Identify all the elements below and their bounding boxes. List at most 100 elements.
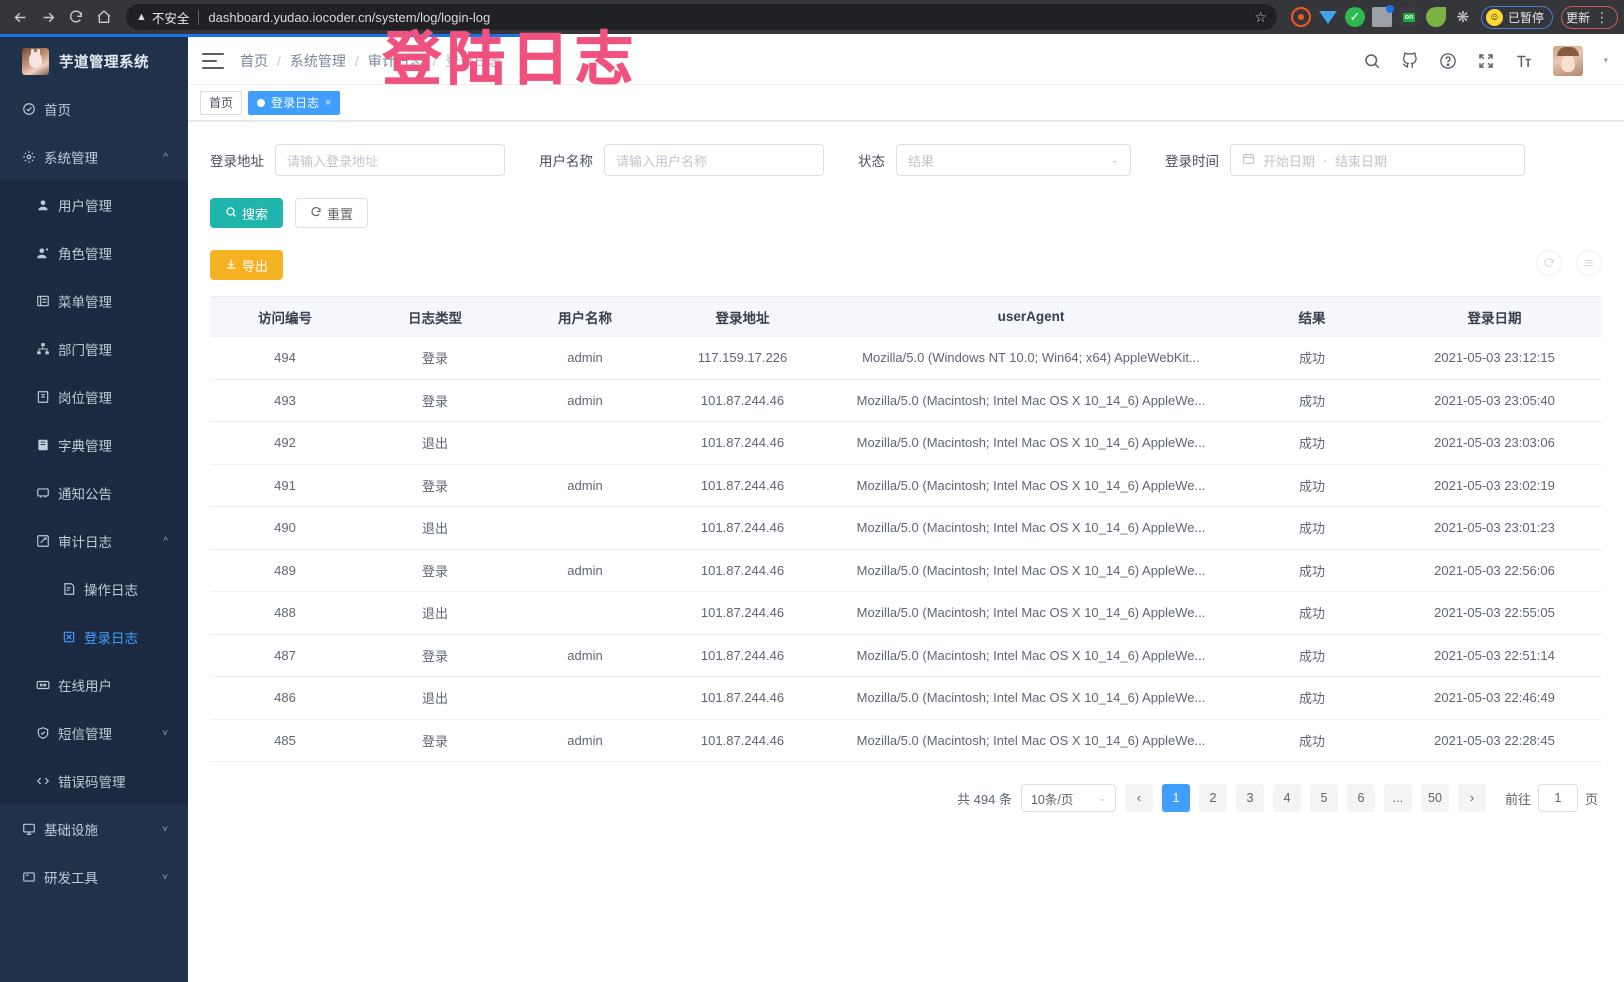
column-header-type[interactable]: 日志类型 [360,296,510,337]
avatar[interactable] [1553,45,1584,76]
pagination-ellipsis[interactable]: ... [1383,784,1412,812]
help-icon[interactable] [1439,52,1457,70]
username-input[interactable]: 请输入用户名称 [604,144,824,176]
jumper-input[interactable] [1537,784,1578,812]
sidebar-item-audit-log[interactable]: 审计日志 ^ [0,517,188,565]
cell-type: 登录 [360,336,510,380]
wechat-extension-icon[interactable]: ✓ [1344,7,1365,27]
pagination-next[interactable]: › [1457,784,1486,812]
table-row[interactable]: 488 退出 101.87.244.46 Mozilla/5.0 (Macint… [210,591,1602,635]
sidebar-item-departments[interactable]: 部门管理 [0,325,188,373]
home-icon[interactable] [90,3,118,31]
cell-username: admin [510,719,660,762]
sidebar-item-online-users[interactable]: 在线用户 [0,661,188,709]
end-date-input[interactable]: 结束日期 [1335,153,1388,169]
login-address-input[interactable]: 请输入登录地址 [275,144,505,176]
table-row[interactable]: 490 退出 101.87.244.46 Mozilla/5.0 (Macint… [210,506,1602,550]
search-button[interactable]: 搜索 [210,198,284,228]
pagination-page-50[interactable]: 50 [1420,784,1449,812]
leaf-extension-icon[interactable] [1425,7,1446,27]
login-time-range-picker[interactable]: 开始日期 - 结束日期 [1230,144,1525,176]
start-date-input[interactable]: 开始日期 [1263,153,1316,169]
table-row[interactable]: 486 退出 101.87.244.46 Mozilla/5.0 (Macint… [210,676,1602,720]
pagination-prev[interactable]: ‹ [1124,784,1153,812]
pagination-page-3[interactable]: 3 [1235,784,1264,812]
filter-label: 用户名称 [539,154,593,169]
sidebar-item-menus[interactable]: 菜单管理 [0,277,188,325]
refresh-icon [310,206,322,221]
column-header-ip[interactable]: 登录地址 [660,296,825,337]
sidebar-item-dict[interactable]: 字典管理 [0,421,188,469]
pagination-page-6[interactable]: 6 [1346,784,1375,812]
sidebar-item-infrastructure[interactable]: 基础设施 ˅ [0,805,188,853]
breadcrumb-item-system[interactable]: 系统管理 [289,52,346,69]
column-settings-icon[interactable] [1576,250,1602,276]
tag-home[interactable]: 首页 [200,90,243,115]
tags-bar: 首页 登录日志 × [188,85,1624,121]
forward-arrow-icon[interactable] [34,3,62,31]
status-select[interactable]: 结果 ⌄ [896,144,1131,176]
kebab-menu-icon[interactable]: ⋮ [1595,9,1609,25]
breadcrumb-item-audit[interactable]: 审计日志 [367,52,424,69]
hamburger-icon[interactable] [202,52,224,69]
close-icon[interactable]: × [325,96,332,109]
megaphone-icon [36,486,58,500]
update-pill[interactable]: 更新 ⋮ [1560,5,1618,29]
sidebar-item-system[interactable]: 系统管理 ^ [0,133,188,181]
table-row[interactable]: 492 退出 101.87.244.46 Mozilla/5.0 (Macint… [210,421,1602,465]
ublock-origin-icon[interactable] [1290,7,1311,27]
tag-login-log[interactable]: 登录日志 × [248,90,341,115]
table-row[interactable]: 494 登录 admin 117.159.17.226 Mozilla/5.0 … [210,336,1602,380]
export-button[interactable]: 导出 [210,250,284,280]
reset-button[interactable]: 重置 [295,198,369,228]
diamond-extension-icon[interactable] [1318,7,1338,27]
column-header-username[interactable]: 用户名称 [510,296,660,337]
sidebar-item-operation-log[interactable]: 操作日志 [0,565,188,613]
brand[interactable]: 芋道管理系统 [0,37,188,85]
star-icon[interactable]: ☆ [1254,8,1267,25]
table-row[interactable]: 485 登录 admin 101.87.244.46 Mozilla/5.0 (… [210,719,1602,762]
font-size-icon[interactable] [1515,52,1533,70]
on-toggle-extension-icon[interactable]: on [1398,7,1419,27]
pagination-page-4[interactable]: 4 [1272,784,1301,812]
puzzle-extensions-icon[interactable]: ❋ [1456,9,1470,26]
refresh-table-icon[interactable] [1536,250,1562,276]
sidebar-item-login-log[interactable]: 登录日志 [0,613,188,661]
fullscreen-icon[interactable] [1477,52,1495,70]
sidebar-item-roles[interactable]: 角色管理 [0,229,188,277]
reload-icon[interactable] [62,3,90,31]
pagination-page-1[interactable]: 1 [1161,784,1190,812]
breadcrumb-item-home[interactable]: 首页 [240,52,268,69]
column-header-date[interactable]: 登录日期 [1387,296,1602,337]
table-row[interactable]: 493 登录 admin 101.87.244.46 Mozilla/5.0 (… [210,379,1602,422]
tag-dot-icon [257,98,266,107]
document-extension-icon[interactable] [1371,5,1394,27]
table-row[interactable]: 489 登录 admin 101.87.244.46 Mozilla/5.0 (… [210,549,1602,592]
paused-pill[interactable]: ☺ 已暂停 [1480,5,1553,29]
chevron-down-icon: ˅ [162,823,168,835]
column-header-result[interactable]: 结果 [1237,296,1387,337]
sidebar-item-users[interactable]: 用户管理 [0,181,188,229]
breadcrumb: 首页 / 系统管理 / 审计日志 / 登录日志 [240,51,502,71]
sidebar-item-sms[interactable]: 短信管理 ˅ [0,709,188,757]
pagination-page-2[interactable]: 2 [1198,784,1227,812]
filter-username: 用户名称 请输入用户名称 [539,144,824,176]
back-arrow-icon[interactable] [6,3,34,31]
sidebar-item-posts[interactable]: 岗位管理 [0,373,188,421]
sidebar-item-label: 基础设施 [44,823,98,838]
column-header-id[interactable]: 访问编号 [210,296,360,337]
search-icon[interactable] [1363,52,1381,70]
badge-icon [36,390,58,404]
table-row[interactable]: 487 登录 admin 101.87.244.46 Mozilla/5.0 (… [210,634,1602,677]
sidebar-item-home[interactable]: 首页 [0,85,188,133]
sidebar-item-dev-tools[interactable]: 研发工具 ˅ [0,853,188,901]
table-row[interactable]: 491 登录 admin 101.87.244.46 Mozilla/5.0 (… [210,464,1602,507]
sidebar-item-notice[interactable]: 通知公告 [0,469,188,517]
sidebar-item-error-code[interactable]: 错误码管理 [0,757,188,805]
page-size-select[interactable]: 10条/页 ⌄ [1020,784,1116,812]
pagination-page-5[interactable]: 5 [1309,784,1338,812]
address-bar[interactable]: ▲ 不安全 dashboard.yudao.iocoder.cn/system/… [126,4,1277,30]
chevron-down-icon[interactable]: ▾ [1603,55,1608,65]
github-icon[interactable] [1401,51,1419,70]
column-header-useragent[interactable]: userAgent [825,296,1237,337]
